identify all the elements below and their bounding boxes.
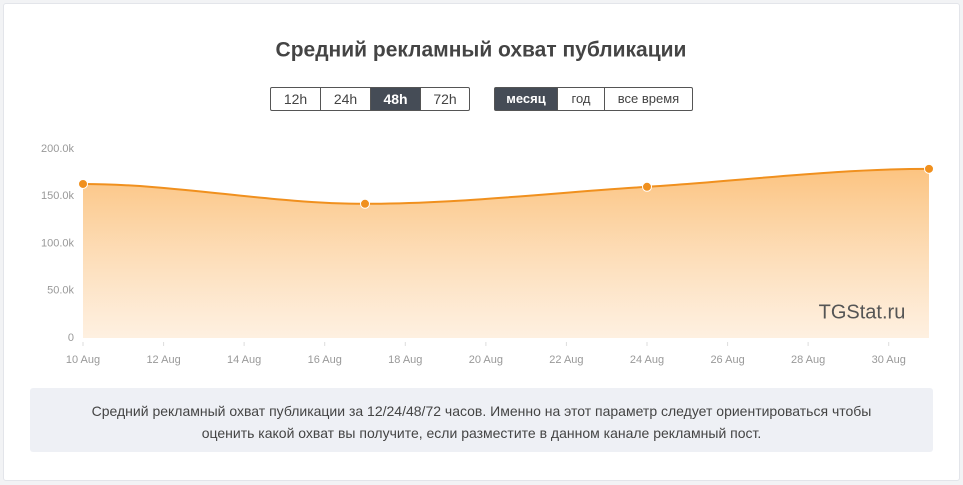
x-tick-label: 16 Aug	[308, 354, 342, 366]
y-tick-label: 150.0k	[41, 190, 75, 202]
x-tick-label: 24 Aug	[630, 354, 664, 366]
y-tick-label: 50.0k	[47, 285, 74, 297]
point	[360, 198, 370, 209]
watermark: TGStat.ru	[819, 301, 906, 323]
x-tick-label: 30 Aug	[872, 354, 906, 366]
line	[82, 167, 930, 205]
period-button[interactable]: 72h	[433, 91, 457, 107]
ranges-group: месяц год все время	[494, 87, 693, 111]
range-button[interactable]: год	[558, 88, 605, 110]
x-tick-label: 22 Aug	[549, 354, 583, 366]
y-tick-label: 100.0k	[41, 237, 75, 249]
chart-title: Средний рекламный охват публикации	[276, 39, 687, 62]
x-tick-label: 20 Aug	[469, 354, 503, 366]
x-tick-label: 26 Aug	[710, 354, 744, 366]
period-button[interactable]: 24h	[321, 88, 371, 110]
range-button[interactable]: все время	[617, 91, 680, 106]
x-tick-label: 14 Aug	[227, 354, 261, 366]
point	[642, 181, 652, 192]
point	[78, 178, 88, 189]
area	[83, 168, 929, 338]
x-tick-label: 10 Aug	[66, 354, 100, 366]
period-button[interactable]: 48h	[371, 88, 421, 110]
period-button[interactable]: 12h	[271, 88, 321, 110]
point	[924, 163, 934, 174]
x-tick-label: 12 Aug	[146, 354, 180, 366]
hours-group: 12h 24h 48h 72h	[270, 87, 470, 111]
y-tick-label: 0	[68, 332, 74, 344]
x-tick-label: 28 Aug	[791, 354, 825, 366]
y-tick-label: 200.0k	[41, 143, 75, 155]
range-button[interactable]: месяц	[495, 88, 558, 110]
x-tick-label: 18 Aug	[388, 354, 422, 366]
description: Средний рекламный охват публикации за 12…	[30, 388, 933, 452]
